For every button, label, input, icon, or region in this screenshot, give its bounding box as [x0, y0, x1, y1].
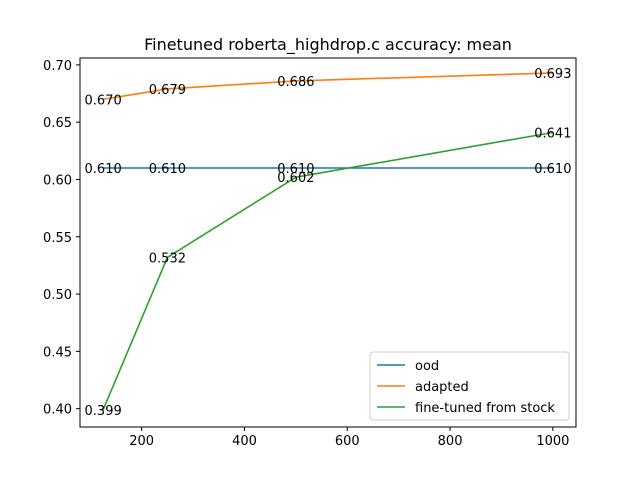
axes-frame: [79, 57, 577, 428]
data-label: 0.602: [277, 171, 314, 186]
legend-label: adapted: [415, 380, 469, 395]
data-label: 0.610: [277, 162, 314, 177]
y-tick-label: 0.70: [43, 59, 72, 74]
data-label: 0.679: [149, 83, 186, 98]
data-label: 0.641: [534, 126, 571, 141]
legend-label: fine-tuned from stock: [415, 401, 555, 416]
axes: 200 400 600 800 1000 0.40 0.45 0.50 0.55 0.60 0.65…: [43, 57, 577, 449]
y-tick-label: 0.60: [43, 173, 72, 188]
series-line-adapted: [103, 72, 553, 101]
data-label: 0.693: [534, 67, 571, 82]
y-tick-label: 0.45: [43, 345, 72, 360]
y-tick-label: 0.50: [43, 288, 72, 303]
data-label: 0.610: [149, 162, 186, 177]
plot-lines: [102, 72, 554, 411]
x-tick-label: 200: [129, 434, 154, 449]
legend-label: ood: [415, 359, 439, 374]
x-tick-label: 600: [335, 434, 360, 449]
legend: ood adapted fine-tuned from stock: [369, 351, 570, 421]
series-line-fine-tuned-from-stock: [102, 131, 554, 411]
data-labels: 0.610 0.610 0.610 0.610 0.670 0.679 0.686 0.693…: [85, 67, 572, 419]
legend-box: [369, 351, 570, 421]
x-tick-label: 1000: [536, 434, 569, 449]
data-label: 0.610: [85, 162, 122, 177]
data-label: 0.670: [85, 93, 122, 108]
chart-title: Finetuned roberta_highdrop.c accuracy: m…: [144, 35, 512, 55]
data-label: 0.399: [85, 404, 122, 419]
x-tick-label: 400: [232, 434, 257, 449]
y-tick-label: 0.55: [43, 231, 72, 246]
y-tick-label: 0.65: [43, 116, 72, 131]
data-label: 0.686: [277, 75, 314, 90]
x-tick-label: 800: [438, 434, 463, 449]
y-tick-label: 0.40: [43, 403, 72, 418]
data-label: 0.532: [149, 251, 186, 266]
data-label: 0.610: [534, 162, 571, 177]
